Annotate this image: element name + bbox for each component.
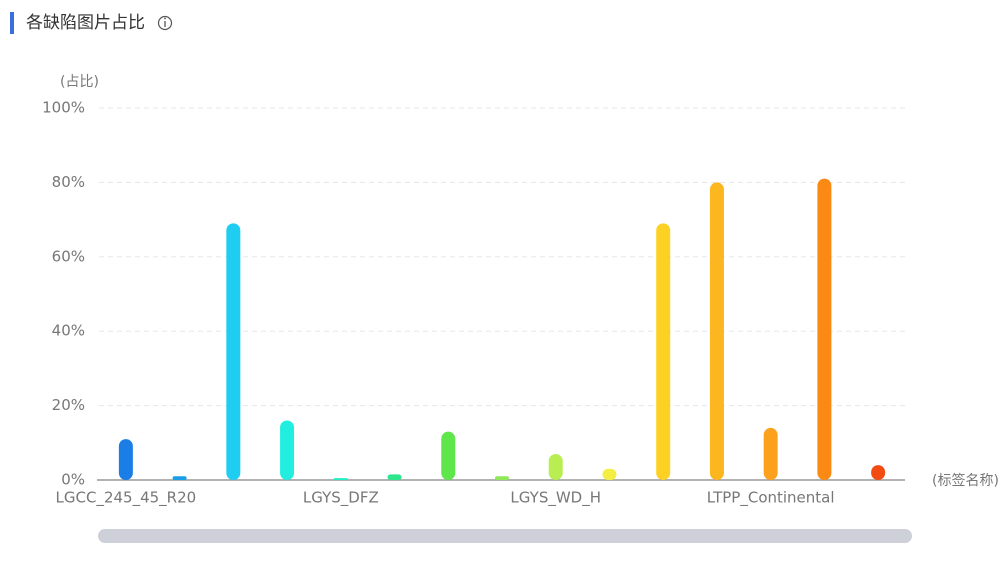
bar bbox=[602, 468, 617, 480]
bar bbox=[763, 427, 778, 480]
bar bbox=[333, 478, 348, 480]
bar bbox=[871, 465, 886, 480]
x-axis-label: (标签名称) bbox=[932, 472, 999, 489]
y-tick-label: 0% bbox=[61, 471, 85, 489]
bar bbox=[548, 453, 563, 480]
info-icon[interactable] bbox=[157, 15, 173, 31]
bar bbox=[441, 431, 456, 480]
bar bbox=[387, 474, 402, 480]
bar bbox=[118, 439, 133, 480]
bar bbox=[226, 223, 241, 480]
y-tick-label: 80% bbox=[52, 173, 85, 191]
y-tick-label: 40% bbox=[52, 322, 85, 340]
x-tick-label: LTPP_Continental bbox=[707, 489, 835, 508]
y-axis-label: (占比) bbox=[60, 74, 99, 90]
scrollbar[interactable] bbox=[98, 529, 912, 543]
x-tick-label: LGYS_WD_H bbox=[510, 489, 601, 508]
title-accent bbox=[10, 12, 14, 34]
bar bbox=[280, 420, 295, 480]
x-tick-label: LGCC_245_45_R20 bbox=[56, 489, 197, 508]
bar bbox=[495, 476, 509, 480]
bar bbox=[172, 476, 187, 480]
bar bbox=[709, 182, 724, 480]
x-tick-label: LGYS_DFZ bbox=[303, 489, 379, 508]
y-tick-label: 20% bbox=[52, 396, 85, 414]
y-tick-label: 100% bbox=[42, 99, 85, 117]
bar bbox=[817, 178, 832, 480]
y-tick-label: 60% bbox=[52, 247, 85, 265]
bar bbox=[656, 223, 671, 480]
chart-title: 各缺陷图片占比 bbox=[26, 13, 145, 33]
